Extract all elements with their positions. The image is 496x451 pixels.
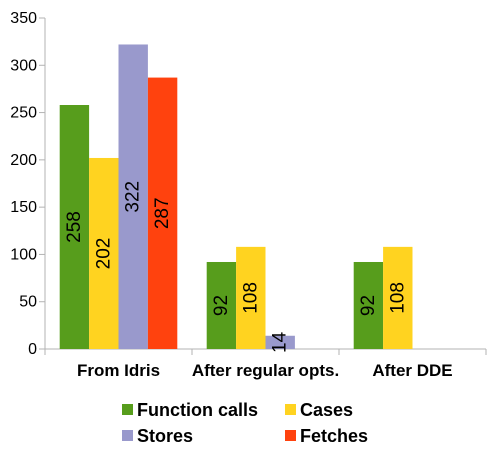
bar-value-label: 202	[93, 238, 114, 270]
y-tick-label: 250	[10, 105, 37, 122]
category-label: After regular opts.	[192, 361, 339, 380]
bar	[236, 246, 266, 349]
bar	[206, 261, 237, 349]
bar	[89, 157, 119, 349]
category-label: From Idris	[77, 361, 160, 380]
bars: 258 92 92 202 108 108 322 14 287	[59, 44, 413, 353]
bar-value-label: 108	[240, 282, 261, 314]
bar-value-label: 322	[123, 181, 144, 213]
bar	[147, 77, 178, 349]
legend-label: Cases	[300, 400, 353, 420]
bar	[383, 246, 413, 349]
legend-swatch	[122, 404, 133, 415]
bar	[118, 44, 148, 349]
legend: Function calls Cases Stores Fetches	[122, 400, 368, 446]
bar	[59, 105, 90, 350]
bar-value-label: 108	[387, 282, 408, 314]
y-tick-label: 200	[10, 152, 37, 169]
bar-value-label: 14	[270, 331, 291, 353]
bar-value-label: 287	[152, 197, 173, 229]
y-tick-label: 350	[10, 10, 37, 27]
legend-swatch	[122, 430, 133, 441]
y-tick-label: 50	[19, 294, 37, 311]
category-label: After DDE	[372, 361, 452, 380]
bar-value-label: 258	[64, 211, 85, 243]
y-tick-label: 150	[10, 199, 37, 216]
legend-label: Function calls	[137, 400, 258, 420]
y-axis: 0 50 100 150 200 250 300 350	[10, 10, 46, 358]
x-axis: From Idris After regular opts. After DDE	[44, 348, 487, 380]
legend-label: Fetches	[300, 426, 368, 446]
bar	[265, 335, 295, 349]
legend-label: Stores	[137, 426, 193, 446]
y-tick-label: 0	[28, 341, 37, 358]
bar	[353, 261, 384, 349]
bar-value-label: 92	[358, 295, 379, 316]
legend-swatch	[285, 430, 296, 441]
y-tick-label: 100	[10, 246, 37, 263]
legend-swatch	[285, 404, 296, 415]
bar-value-label: 92	[211, 295, 232, 316]
y-tick-label: 300	[10, 57, 37, 74]
